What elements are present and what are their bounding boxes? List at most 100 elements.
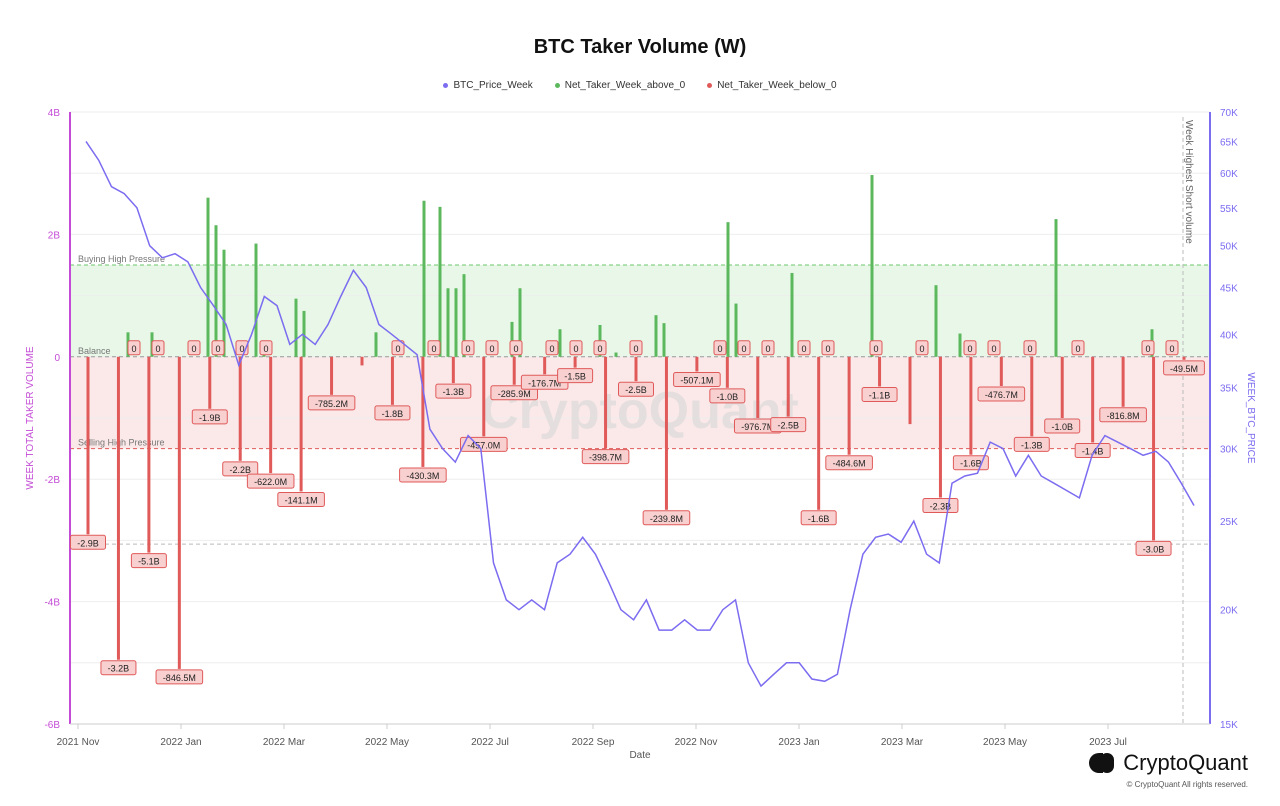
right-axis-title: WEEK_BTC_PRICE <box>1245 372 1256 463</box>
bar-label-box <box>130 553 167 569</box>
positive-bar <box>214 225 218 357</box>
bar-label-box <box>435 383 472 399</box>
bar-label: -1.3B <box>443 387 465 397</box>
bar-label: -1.1B <box>869 390 891 400</box>
negative-bar <box>208 356 212 409</box>
bar-label: -1.0B <box>717 392 739 402</box>
negative-bar <box>269 356 273 474</box>
right-tick-label: 15K <box>1220 720 1238 731</box>
x-tick-label: 2023 May <box>983 737 1027 748</box>
zero-label: 0 <box>573 344 578 354</box>
positive-bar <box>662 323 666 357</box>
zero-label: 0 <box>513 344 518 354</box>
x-tick-label: 2022 Nov <box>675 737 718 748</box>
legend-item-above[interactable]: Net_Taker_Week_above_0 <box>554 80 685 91</box>
bar-label-box <box>642 510 691 526</box>
x-tick-label: 2022 Sep <box>572 737 615 748</box>
negative-bar <box>695 356 699 372</box>
positive-bar <box>254 243 258 357</box>
bar-label: -2.5B <box>625 385 647 395</box>
positive-bar <box>958 333 962 357</box>
negative-bar <box>878 356 882 387</box>
positive-bar <box>734 303 738 357</box>
bar-label: -476.7M <box>985 390 1018 400</box>
legend-dot-above <box>554 83 560 88</box>
zero-label: 0 <box>991 344 996 354</box>
zero-label: 0 <box>741 344 746 354</box>
negative-bar <box>238 356 242 461</box>
bar-label: -507.1M <box>680 375 713 385</box>
bar-label: -49.5M <box>1170 364 1198 374</box>
legend-item-price[interactable]: BTC_Price_Week <box>443 80 533 91</box>
bar-label-box <box>800 510 837 526</box>
brand-logo: CryptoQuant <box>1089 750 1248 776</box>
zero-label-box <box>1165 340 1179 356</box>
negative-bar <box>969 356 973 455</box>
zero-label: 0 <box>967 344 972 354</box>
x-tick-label: 2021 Nov <box>57 737 100 748</box>
negative-bar <box>756 356 760 418</box>
right-tick-label: 60K <box>1220 169 1238 180</box>
bar-label-box <box>155 669 204 685</box>
positive-bar <box>1054 219 1058 357</box>
legend-item-below[interactable]: Net_Taker_Week_below_0 <box>707 80 837 91</box>
right-tick-label: 25K <box>1220 517 1238 528</box>
right-tick-label: 50K <box>1220 242 1238 253</box>
negative-bar <box>360 356 364 366</box>
bar-label: -3.0B <box>1143 544 1165 554</box>
negative-bar <box>1060 356 1064 418</box>
negative-bar <box>1121 356 1125 407</box>
positive-bar <box>446 288 450 357</box>
x-tick-label: 2022 Jul <box>471 737 509 748</box>
positive-bar <box>870 175 874 357</box>
right-tick-label: 30K <box>1220 445 1238 456</box>
zone-label-buying: Buying High Pressure <box>78 254 165 264</box>
zone-label-selling: Selling High Pressure <box>78 438 165 448</box>
negative-bar <box>634 356 638 382</box>
bar-label-box <box>222 461 259 477</box>
left-tick-label: 4B <box>48 108 61 119</box>
x-tick-label: 2023 Mar <box>881 737 924 748</box>
left-tick-label: 2B <box>48 230 61 241</box>
zero-label-box <box>737 340 751 356</box>
bar-label: -484.6M <box>833 459 866 469</box>
zero-label-box <box>797 340 811 356</box>
negative-bar <box>482 356 486 437</box>
bar-label-box <box>459 436 508 452</box>
positive-bar <box>558 329 562 357</box>
zero-label: 0 <box>801 344 806 354</box>
bar-label: -622.0M <box>254 477 287 487</box>
bar-label-box <box>246 473 295 489</box>
positive-bar <box>462 274 466 357</box>
positive-bar <box>934 285 938 357</box>
chart-title: BTC Taker Volume (W) <box>533 36 747 58</box>
legend-dot-below <box>707 83 713 88</box>
legend: BTC_Price_Week Net_Taker_Week_above_0 Ne… <box>0 80 1280 91</box>
bar-label-box <box>277 491 325 507</box>
zero-label-box <box>821 340 835 356</box>
bar-label-box <box>399 467 447 483</box>
zero-label: 0 <box>549 344 554 354</box>
negative-bar <box>938 356 942 498</box>
negative-bar <box>512 356 516 385</box>
bar-label-box <box>1074 442 1111 458</box>
positive-bar <box>790 272 794 357</box>
zero-label-box <box>593 340 607 356</box>
negative-bar <box>451 356 455 384</box>
bar-label: -1.6B <box>960 459 982 469</box>
bar-label-box <box>673 371 721 387</box>
bar-label: -1.6B <box>808 514 830 524</box>
zero-label: 0 <box>263 344 268 354</box>
negative-bar <box>543 356 547 375</box>
zero-label: 0 <box>765 344 770 354</box>
zero-label-box <box>963 340 977 356</box>
bar-label-box <box>1163 360 1205 376</box>
bar-label-box <box>1013 436 1050 452</box>
negative-bar <box>177 356 181 669</box>
negative-bar <box>1152 356 1156 541</box>
zero-label: 0 <box>395 344 400 354</box>
zero-label: 0 <box>717 344 722 354</box>
selling-zone <box>70 356 1210 449</box>
negative-bar <box>786 356 790 417</box>
bar-label: -239.8M <box>650 514 683 524</box>
